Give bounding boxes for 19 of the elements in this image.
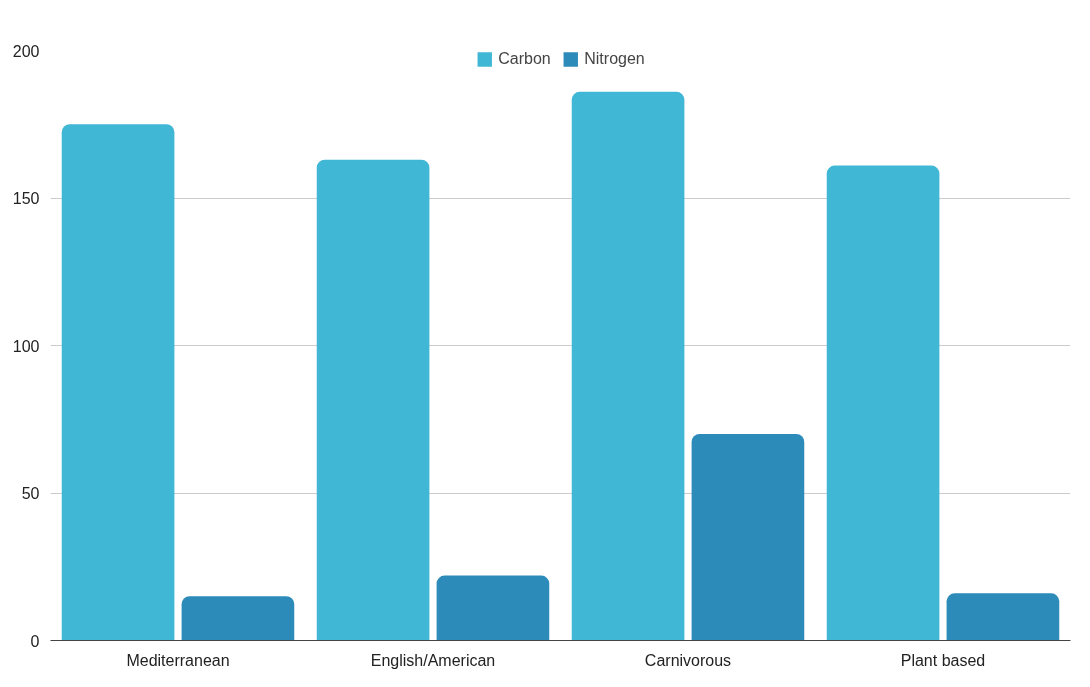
bar xyxy=(826,165,940,641)
x-tick-label: Carnivorous xyxy=(644,651,732,669)
x-tick-label: Plant based xyxy=(900,651,986,669)
bar xyxy=(436,575,550,641)
bar xyxy=(181,596,295,641)
x-tick-label: English/American xyxy=(370,651,496,669)
y-tick-label: 200 xyxy=(12,42,40,60)
y-tick-label: 150 xyxy=(12,190,40,207)
bar xyxy=(61,124,175,641)
bar xyxy=(571,91,685,641)
y-tick-label: 0 xyxy=(30,632,40,650)
x-tick-label: Mediterranean xyxy=(126,651,230,669)
y-tick-label: 50 xyxy=(21,485,40,502)
bar xyxy=(691,434,805,641)
bar xyxy=(946,593,1060,641)
bar xyxy=(316,159,430,641)
legend-label: Nitrogen xyxy=(584,50,645,68)
y-tick-label: 100 xyxy=(12,337,40,355)
legend-label: Carbon xyxy=(498,50,552,68)
